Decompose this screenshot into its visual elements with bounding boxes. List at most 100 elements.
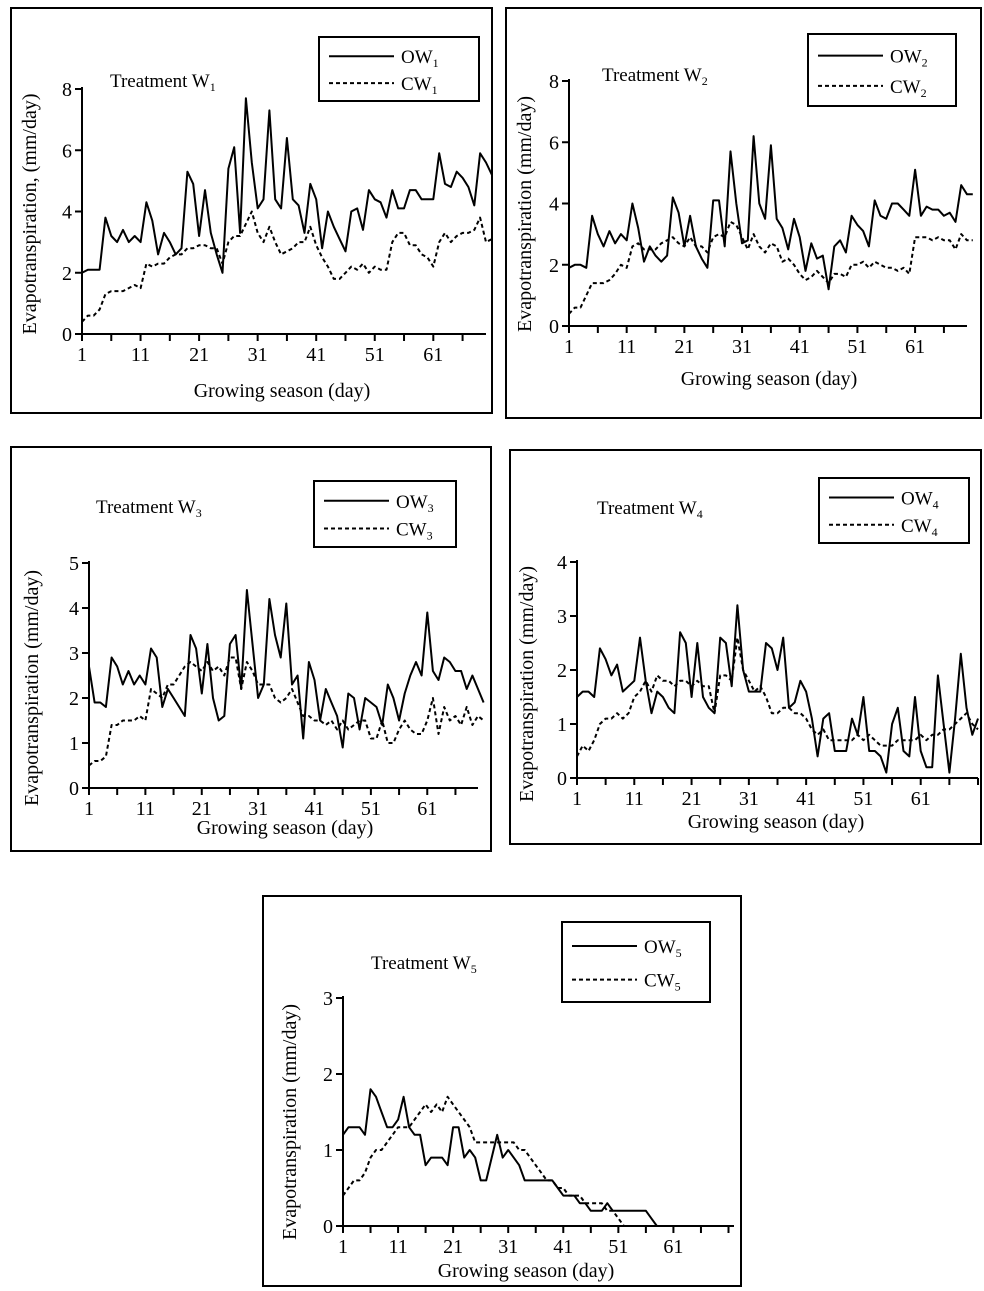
y-tick-label: 4	[549, 194, 559, 216]
x-tick-label: 51	[361, 798, 381, 820]
chart-panel-w2: 0 2 4 6 8 1 11 21 31 41 51 61 Growing season (day) Ev…	[505, 7, 982, 419]
x-tick-label: 1	[77, 344, 87, 366]
y-axis-label: Evapotranspiration, (mm/day)	[19, 93, 41, 334]
y-tick-label: 2	[323, 1064, 333, 1086]
series-line-cw5	[342, 1095, 625, 1227]
x-tick-label: 41	[790, 336, 810, 358]
chart-title: Treatment W4	[597, 498, 703, 521]
x-tick-label: 1	[564, 336, 574, 358]
x-tick-label: 61	[417, 798, 437, 820]
x-tick-label: 31	[732, 336, 752, 358]
x-tick-label: 1	[572, 788, 582, 810]
legend-label: CW5	[644, 971, 681, 994]
legend-label: OW3	[396, 492, 434, 515]
x-axis-label: Growing season (day)	[681, 368, 858, 390]
x-tick-label: 21	[443, 1236, 463, 1258]
x-tick-label: 21	[682, 788, 702, 810]
y-tick-label: 3	[323, 988, 333, 1010]
y-tick-label: 2	[69, 688, 79, 710]
x-tick-label: 1	[84, 798, 94, 820]
legend-label: OW5	[644, 937, 682, 960]
legend-label: OW4	[901, 489, 939, 512]
y-axis-label: Evapotranspiration (mm/day)	[516, 566, 538, 802]
x-tick-label: 61	[423, 344, 443, 366]
chart-panel-w5: 0 1 2 3 1 11 21 31 41 51 61 Growing season (day) Eva…	[262, 895, 742, 1287]
y-axis-label: Evapotranspiration (mm/day)	[21, 570, 43, 806]
chart-title: Treatment W1	[110, 71, 216, 94]
x-tick-label: 11	[136, 798, 155, 820]
x-tick-label: 51	[365, 344, 385, 366]
legend-box	[818, 477, 970, 544]
series-line-cw1	[81, 210, 493, 323]
chart-panel-w1: 0 2 4 6 8 1 11 21 31 41 51 61 Growing season (day) Ev…	[10, 7, 493, 414]
x-axis-label: Growing season (day)	[194, 380, 371, 402]
legend-label: OW2	[890, 47, 928, 70]
y-tick-label: 0	[549, 316, 559, 338]
x-tick-label: 21	[674, 336, 694, 358]
x-axis-label: Growing season (day)	[688, 811, 865, 833]
x-axis-label: Growing season (day)	[197, 817, 374, 839]
y-tick-label: 1	[69, 733, 79, 755]
x-tick-label: 21	[189, 344, 209, 366]
legend-label: CW3	[396, 520, 433, 543]
series-line-cw3	[88, 656, 485, 767]
y-tick-label: 3	[69, 643, 79, 665]
series-line-ow2	[568, 135, 973, 291]
x-tick-label: 1	[338, 1236, 348, 1258]
y-tick-label: 0	[557, 768, 567, 790]
y-tick-label: 2	[557, 660, 567, 682]
y-axis-label: Evapotranspiration (mm/day)	[514, 96, 536, 332]
x-tick-label: 41	[796, 788, 816, 810]
y-tick-label: 5	[69, 553, 79, 575]
x-tick-label: 41	[306, 344, 326, 366]
series-line-ow4	[576, 604, 979, 774]
y-axis-label: Evapotranspiration (mm/day)	[279, 1004, 301, 1240]
x-tick-label: 61	[905, 336, 925, 358]
y-tick-label: 2	[549, 255, 559, 277]
y-tick-label: 3	[557, 606, 567, 628]
chart-panel-w4: 0 1 2 3 4 1 11 21 31 41 51 61 Growing season (day) Ev…	[509, 449, 982, 845]
y-tick-label: 1	[323, 1140, 333, 1162]
x-tick-label: 61	[911, 788, 931, 810]
y-tick-label: 4	[62, 202, 72, 224]
legend-box	[313, 480, 457, 548]
x-tick-label: 51	[853, 788, 873, 810]
x-tick-label: 31	[248, 798, 268, 820]
x-axis-label: Growing season (day)	[438, 1260, 615, 1282]
y-tick-label: 0	[69, 778, 79, 800]
legend-label: CW2	[890, 77, 927, 100]
x-tick-label: 51	[608, 1236, 628, 1258]
chart-title: Treatment W5	[371, 953, 477, 976]
x-tick-label: 31	[739, 788, 759, 810]
series-line-ow5	[342, 1088, 658, 1227]
x-tick-label: 11	[617, 336, 636, 358]
x-tick-label: 11	[388, 1236, 407, 1258]
y-tick-label: 0	[323, 1216, 333, 1238]
series-line-cw4	[576, 636, 979, 757]
legend-label: CW4	[901, 516, 938, 539]
series-line-ow3	[88, 589, 485, 749]
chart-title: Treatment W2	[602, 65, 708, 88]
series-line-ow1	[81, 97, 493, 274]
x-tick-label: 11	[131, 344, 150, 366]
y-tick-label: 6	[62, 140, 72, 162]
legend-box	[807, 33, 957, 107]
y-tick-label: 2	[62, 263, 72, 285]
x-tick-label: 41	[553, 1236, 573, 1258]
chart-panel-w3: 0 1 2 3 4 5 1 11 21 31 41 51 61 Growing season (day) E…	[10, 446, 492, 852]
y-tick-label: 4	[557, 552, 567, 574]
y-tick-label: 4	[69, 598, 79, 620]
y-tick-label: 6	[549, 132, 559, 154]
x-tick-label: 11	[625, 788, 644, 810]
x-tick-label: 31	[248, 344, 268, 366]
